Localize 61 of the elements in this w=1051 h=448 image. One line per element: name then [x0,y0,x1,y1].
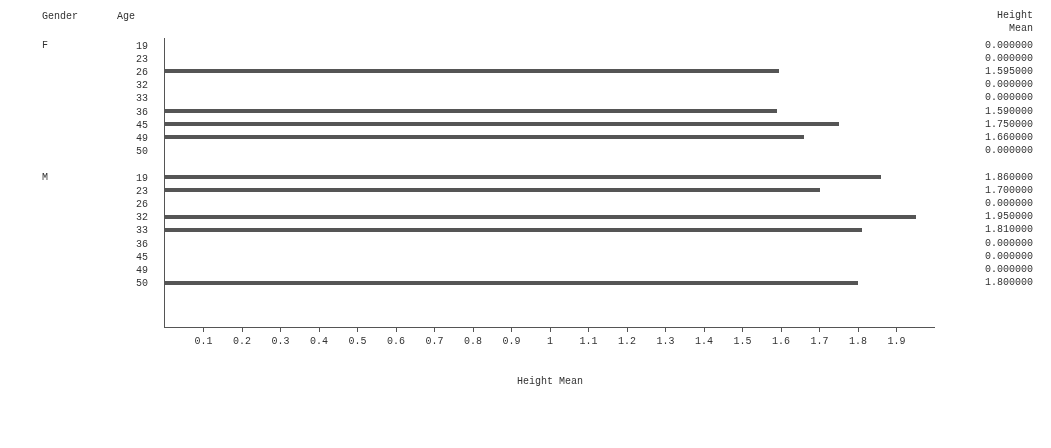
y-tick-label: 50 [135,146,148,158]
data-label: 1.700000 [985,185,1034,196]
y-tick-label: 19 [135,40,148,52]
y-axis-title: F [42,40,49,51]
y-tick-label: 23 [135,185,148,197]
x-tick-label: 1.6 [771,336,791,347]
y-tick-label: 36 [135,106,148,118]
x-tick-label: 0.9 [502,336,521,347]
x-tick-label: 1 [546,336,554,347]
y-tick-label: 26 [135,198,148,210]
data-label: 1.810000 [985,224,1034,235]
data-label: 0.000000 [985,238,1034,249]
y-tick-label: 50 [135,278,148,290]
x-tick-label: 1.9 [887,336,906,347]
x-tick-label: 0.8 [463,336,483,347]
data-label: 1.860000 [985,172,1034,183]
x-tick-label: 1.2 [617,336,637,347]
text: Height Mean [997,10,1034,34]
y-tick-label: 49 [135,132,148,144]
x-tick-label: 0.6 [386,336,406,347]
x-tick-label: 1.1 [579,336,598,347]
data-label: 1.750000 [985,119,1034,130]
data-label: 0.000000 [985,145,1034,156]
x-tick-label: 1.7 [810,336,829,347]
x-tick-label: 0.1 [194,336,213,347]
y-tick-label: 23 [135,53,148,65]
x-tick-label: 1.4 [694,336,714,347]
data-label: 0.000000 [985,92,1034,103]
x-tick-label: 0.3 [271,336,290,347]
y-tick-label: 45 [135,119,148,131]
y-tick-label: 19 [135,172,148,184]
x-axis-title: Height Mean [516,375,584,387]
data-label: 0.000000 [985,198,1034,209]
text: Age [117,11,136,22]
data-label: 0.000000 [985,251,1034,262]
y-tick-label: 26 [135,66,148,78]
data-label: 0.000000 [985,53,1034,64]
data-label: 0.000000 [985,40,1034,51]
data-label: 1.590000 [985,106,1034,117]
x-tick-label: 1.5 [733,336,752,347]
x-tick-label: 0.2 [232,336,252,347]
data-label: 1.950000 [985,211,1034,222]
x-tick-label: 0.5 [348,336,367,347]
y-tick-label: 33 [135,225,148,237]
text: Gender [42,11,79,22]
data-label: 1.660000 [985,132,1034,143]
x-tick-label: 0.7 [425,336,444,347]
y-tick-label: 45 [135,251,148,263]
x-tick-label: 1.8 [848,336,868,347]
y-tick-label: 32 [135,80,148,92]
data-label: 1.800000 [985,277,1034,288]
y-tick-label: 32 [135,212,148,224]
y-tick-label: 49 [135,264,148,276]
x-tick-label: 1.3 [656,336,675,347]
x-tick-label: 0.4 [309,336,329,347]
y-tick-label: 33 [135,93,148,105]
data-label: 1.595000 [985,66,1034,77]
y-axis-title: M [42,172,49,183]
data-label: 0.000000 [985,264,1034,275]
y-tick-label: 36 [135,238,148,250]
data-label: 0.000000 [985,79,1034,90]
